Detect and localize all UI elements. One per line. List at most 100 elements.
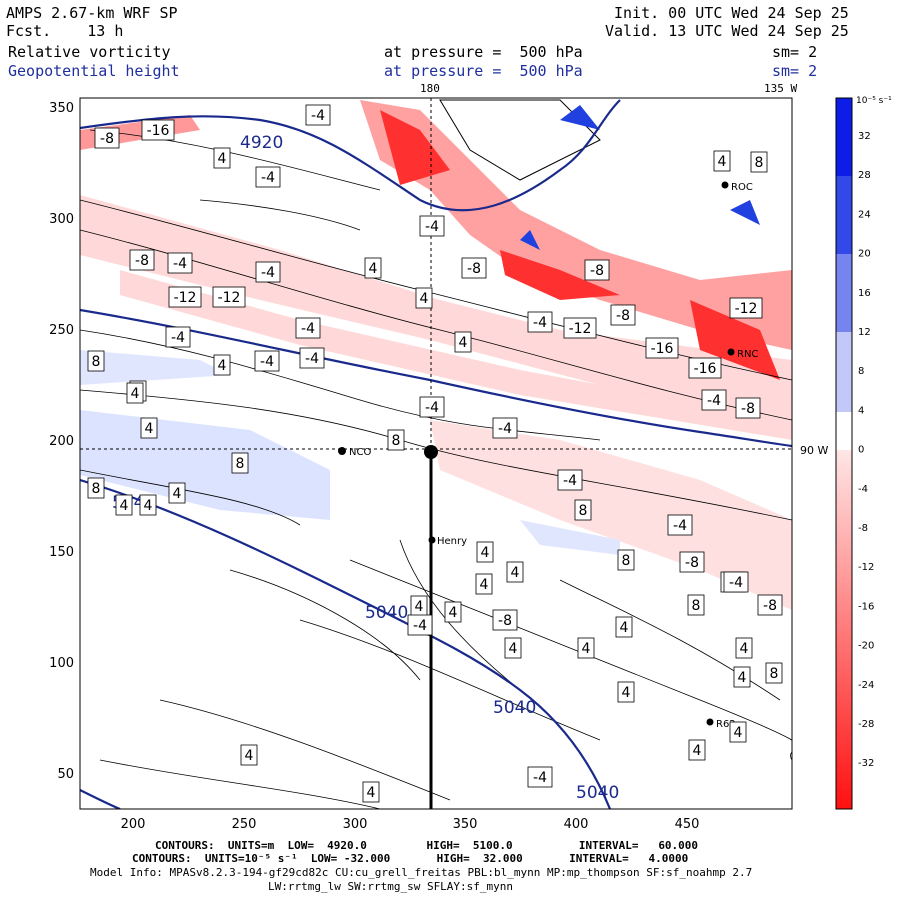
- vort-label-box: [563, 317, 597, 339]
- station-label: NCO: [349, 447, 371, 458]
- vort-label-box: [255, 261, 281, 283]
- vort-label-box: [757, 594, 783, 616]
- vort-label-box: [419, 215, 445, 237]
- x-tick-label: 300: [343, 817, 368, 832]
- colorbar-unit-label: 10⁻⁵ s⁻¹: [856, 96, 892, 106]
- vort-negative-strong: [360, 100, 792, 350]
- vort-label: -12: [735, 301, 758, 317]
- vort-label-box: [364, 257, 382, 279]
- colorbar-pos-blue-3: [836, 254, 852, 332]
- vort-label: 8: [92, 481, 101, 497]
- vort-label-box: [231, 452, 249, 474]
- station-label: RNC: [737, 349, 758, 360]
- vort-label-box: [688, 739, 706, 761]
- forecast-hour: Fcst. 13 h: [6, 22, 124, 40]
- vort-label-box: [212, 286, 246, 308]
- vort-label: -4: [563, 473, 577, 489]
- vort-label: -4: [533, 770, 547, 786]
- station-marker: [338, 447, 346, 455]
- colorbar-tick-label: -4: [858, 484, 868, 495]
- vort-label: 8: [770, 666, 779, 682]
- vort-label-box: [723, 571, 749, 593]
- vort-label: 8: [622, 553, 631, 569]
- vort-label: 4: [245, 748, 254, 764]
- colorbar-tick-label: -24: [858, 680, 874, 691]
- vort-label: 4: [622, 685, 631, 701]
- vort-label-box: [577, 637, 595, 659]
- y-tick-label: 350: [49, 101, 74, 116]
- pressure2-label: at pressure = 500 hPa: [384, 62, 583, 80]
- station-marker: [428, 536, 436, 544]
- colorbar-pos-blue-2: [836, 176, 852, 254]
- vort-label-box: [255, 166, 281, 188]
- colorbar-tick-label: -16: [858, 601, 874, 612]
- vort-label-box: [735, 397, 761, 419]
- model-info: Model Info: MPASv8.2.3-194-gf29cd82c CU:…: [90, 866, 753, 879]
- x-tick-label: 350: [453, 817, 478, 832]
- vort-label-box: [667, 514, 693, 536]
- vort-label: 4: [120, 498, 129, 514]
- vort-label-box: [168, 482, 186, 504]
- vort-label-box: [168, 286, 202, 308]
- vort-label: 4: [738, 670, 747, 686]
- vort-label-box: [305, 104, 331, 126]
- vort-label-box: [615, 616, 633, 638]
- vort-label-box: [126, 382, 144, 404]
- colorbar-tick-label: -28: [858, 719, 874, 730]
- vort-label-box: [387, 429, 405, 451]
- vort-label: 4: [415, 599, 424, 615]
- vort-label: 4: [511, 565, 520, 581]
- vort-label-box: [688, 357, 722, 379]
- colorbar-pos-blue-4: [836, 332, 852, 412]
- vort-label: 4: [620, 620, 629, 636]
- vort-label-box: [713, 150, 731, 172]
- vort-label: -4: [498, 421, 512, 437]
- vort-label-box: [645, 337, 679, 359]
- vort-negative-shading: [80, 195, 792, 420]
- vort-negative-shading-2: [120, 270, 792, 440]
- vort-label-box: [213, 354, 231, 376]
- vort-label: -8: [763, 598, 777, 614]
- vort-label-box: [213, 147, 231, 169]
- vort-label: -8: [685, 555, 699, 571]
- vort-label-box: [141, 119, 175, 141]
- vort-label: 4: [131, 386, 140, 402]
- vort-labels: -8-16-44-4-44-48-8-4-44-12-124-8-4-4484-…: [87, 104, 783, 803]
- vort-label: 4: [480, 577, 489, 593]
- vort-label: -4: [261, 170, 275, 186]
- colorbar-tick-label: 24: [858, 209, 871, 220]
- vort-label-box: [140, 417, 158, 439]
- colorbar-tick-label: 28: [858, 170, 871, 181]
- vort-label: -4: [413, 618, 427, 634]
- vort-label: -12: [174, 290, 197, 306]
- vort-label: 4: [481, 545, 490, 561]
- vort-label-box: [362, 781, 380, 803]
- y-tick-label: 200: [49, 434, 74, 449]
- colorbar-neg-red: [836, 450, 852, 809]
- vort-label: -8: [467, 261, 481, 277]
- pressure1-label: at pressure = 500 hPa: [384, 43, 583, 61]
- vort-label: 8: [392, 433, 401, 449]
- model-title: AMPS 2.67-km WRF SP: [6, 4, 178, 22]
- colorbar: 10⁻⁵ s⁻¹ 32 28 24 20 16 12 8 4 0 -4 -8 -12 -16 -20 -24…: [835, 96, 892, 810]
- init-time: Init. 00 UTC Wed 24 Sep 25: [614, 4, 849, 22]
- vort-label-box: [492, 609, 518, 631]
- vort-label: -4: [533, 315, 547, 331]
- vort-label: -4: [425, 219, 439, 235]
- vort-label-box: [295, 317, 321, 339]
- vort-label-box: [679, 551, 705, 573]
- vort-label-box: [617, 549, 635, 571]
- vort-label-box: [574, 499, 592, 521]
- station-label: R62: [716, 719, 736, 730]
- vort-label-box: [584, 259, 610, 281]
- vort-label: -4: [673, 518, 687, 534]
- vort-label: 8: [579, 503, 588, 519]
- height-label: 5040: [493, 698, 536, 718]
- y-axis: 350 300 250 200 150 100 50: [49, 101, 74, 782]
- vort-label-box: [299, 347, 325, 369]
- valid-time: Valid. 13 UTC Wed 24 Sep 25: [605, 22, 849, 40]
- vort-label: -4: [171, 330, 185, 346]
- vort-label-box: [240, 744, 258, 766]
- vort-label-box: [527, 311, 553, 333]
